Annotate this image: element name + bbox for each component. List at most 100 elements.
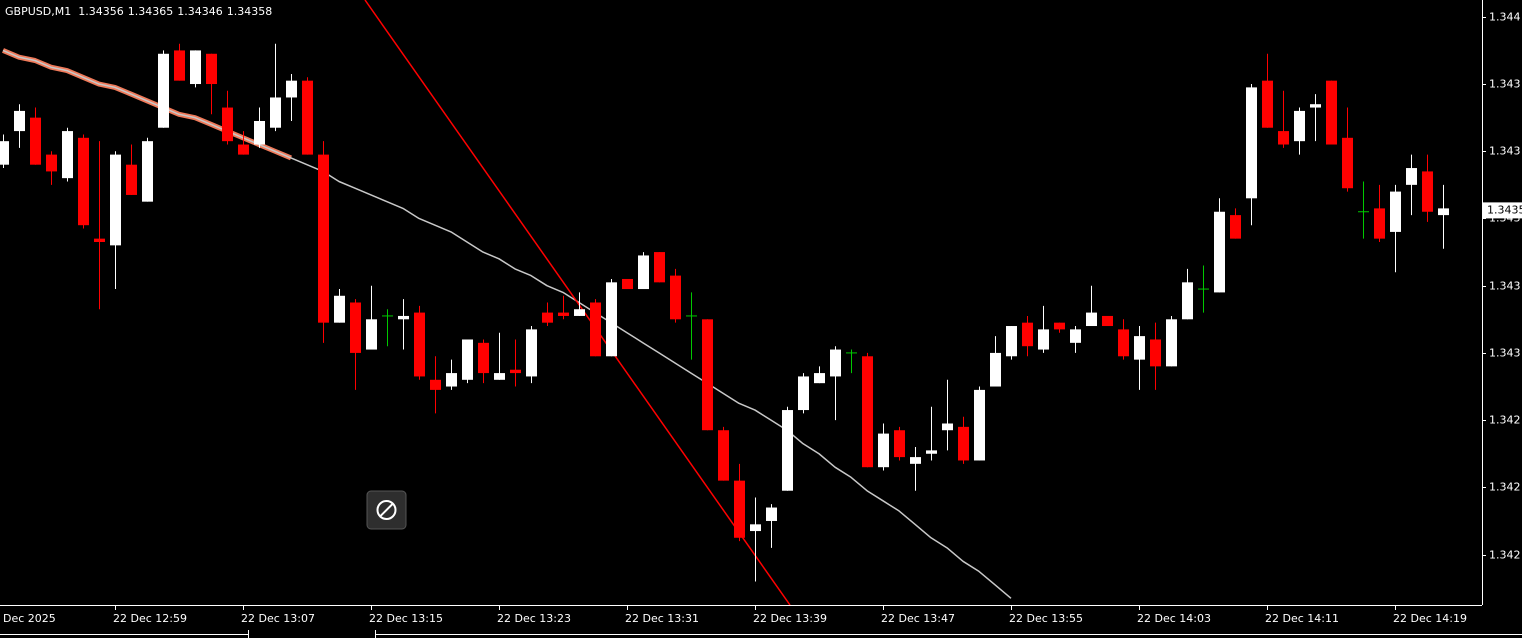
candle-body xyxy=(942,423,953,431)
candle-body xyxy=(1310,104,1321,108)
x-start-label: Dec 2025 xyxy=(3,612,56,625)
candle-body xyxy=(446,373,457,387)
x-tick-label: 22 Dec 14:19 xyxy=(1393,612,1467,625)
header-close: 1.34358 xyxy=(227,5,273,18)
candle-body xyxy=(958,426,969,461)
x-tick-label: 22 Dec 12:59 xyxy=(113,612,187,625)
moving-average-line xyxy=(2,49,1012,599)
candle-body xyxy=(0,141,9,165)
x-tick-label: 22 Dec 13:39 xyxy=(753,612,827,625)
candle-body xyxy=(1422,171,1433,212)
candle-body xyxy=(254,121,265,145)
candle-body xyxy=(1262,80,1273,128)
candle-body xyxy=(1102,315,1113,327)
candle-body xyxy=(926,450,937,454)
candle-body xyxy=(94,238,105,242)
candle-body xyxy=(1278,131,1289,145)
candle-body xyxy=(366,319,377,350)
current-price-box xyxy=(1483,202,1522,219)
candle-body xyxy=(414,312,425,377)
candle-body xyxy=(974,389,985,461)
candle-body xyxy=(510,369,521,374)
candle-body xyxy=(718,430,729,481)
candle-body xyxy=(1022,322,1033,347)
y-tick-label: 1.344 xyxy=(1489,11,1521,24)
candle-body xyxy=(1246,87,1257,199)
candle-body xyxy=(638,255,649,290)
candle-body xyxy=(1326,80,1337,145)
trading-button[interactable] xyxy=(366,490,407,530)
candle-body xyxy=(766,507,777,521)
candle-body xyxy=(478,342,489,374)
candle-body xyxy=(1038,329,1049,350)
x-tick-label: 22 Dec 14:03 xyxy=(1137,612,1211,625)
y-tick-label: 1.343 xyxy=(1489,78,1521,91)
candle-body xyxy=(286,80,297,98)
candle-body xyxy=(1118,329,1129,357)
trend-line[interactable] xyxy=(364,0,791,605)
candle-body xyxy=(734,480,745,538)
candle-body xyxy=(990,352,1001,387)
candle-body xyxy=(878,433,889,468)
candle-body xyxy=(1150,339,1161,367)
candle-body xyxy=(334,295,345,323)
candle-body xyxy=(1438,208,1449,216)
header-high: 1.34365 xyxy=(128,5,174,18)
candle-body xyxy=(14,110,25,132)
x-tick-label: 22 Dec 13:23 xyxy=(497,612,571,625)
candles xyxy=(0,43,1449,582)
candle-body xyxy=(750,524,761,532)
candle-body xyxy=(238,144,249,155)
candle-body xyxy=(110,154,121,246)
candle-body xyxy=(430,379,441,390)
candle-body xyxy=(206,53,217,85)
candle-body xyxy=(1406,168,1417,185)
candle-body xyxy=(222,107,233,142)
candle-body xyxy=(1230,215,1241,239)
candle-body xyxy=(462,339,473,380)
candle-body xyxy=(862,356,873,468)
y-tick-label: 1.343 xyxy=(1489,145,1521,158)
candle-body xyxy=(190,50,201,85)
x-tick-label: 22 Dec 13:07 xyxy=(241,612,315,625)
candle-body xyxy=(574,309,585,316)
candle-body xyxy=(158,53,169,128)
candle-body xyxy=(558,312,569,316)
candle-body xyxy=(1214,211,1225,293)
y-tick-label: 1.343 xyxy=(1489,280,1521,293)
header-open: 1.34356 xyxy=(78,5,124,18)
plot-area xyxy=(0,0,1449,605)
candle-body xyxy=(830,349,841,377)
y-tick-label: 1.342 xyxy=(1489,549,1521,562)
candle-body xyxy=(814,373,825,384)
candle-body xyxy=(702,319,713,431)
candle-body xyxy=(1342,137,1353,189)
candle-body xyxy=(622,278,633,290)
candle-body xyxy=(1166,319,1177,367)
button-icon-slash xyxy=(379,502,394,518)
candle-body xyxy=(606,282,617,357)
candle-body xyxy=(62,131,73,179)
symbol: GBPUSD,M1 xyxy=(5,5,71,18)
candle-body xyxy=(142,141,153,202)
candle-body xyxy=(1006,326,1017,357)
candle-body xyxy=(654,252,665,283)
y-tick-label: 1.342 xyxy=(1489,481,1521,494)
candle-body xyxy=(270,97,281,128)
candle-body xyxy=(494,373,505,380)
button-icon xyxy=(376,500,397,520)
header-low: 1.34346 xyxy=(177,5,223,18)
candle-body xyxy=(78,137,89,226)
candle-body xyxy=(1294,110,1305,142)
candle-body xyxy=(46,154,57,172)
x-tick-label: 22 Dec 13:47 xyxy=(881,612,955,625)
candle-body xyxy=(126,164,137,195)
candle-body xyxy=(1070,329,1081,343)
candle-body xyxy=(542,312,553,323)
candle-body xyxy=(1182,282,1193,320)
candle-body xyxy=(302,80,313,155)
candle-body xyxy=(174,50,185,81)
x-tick-label: 22 Dec 13:31 xyxy=(625,612,699,625)
